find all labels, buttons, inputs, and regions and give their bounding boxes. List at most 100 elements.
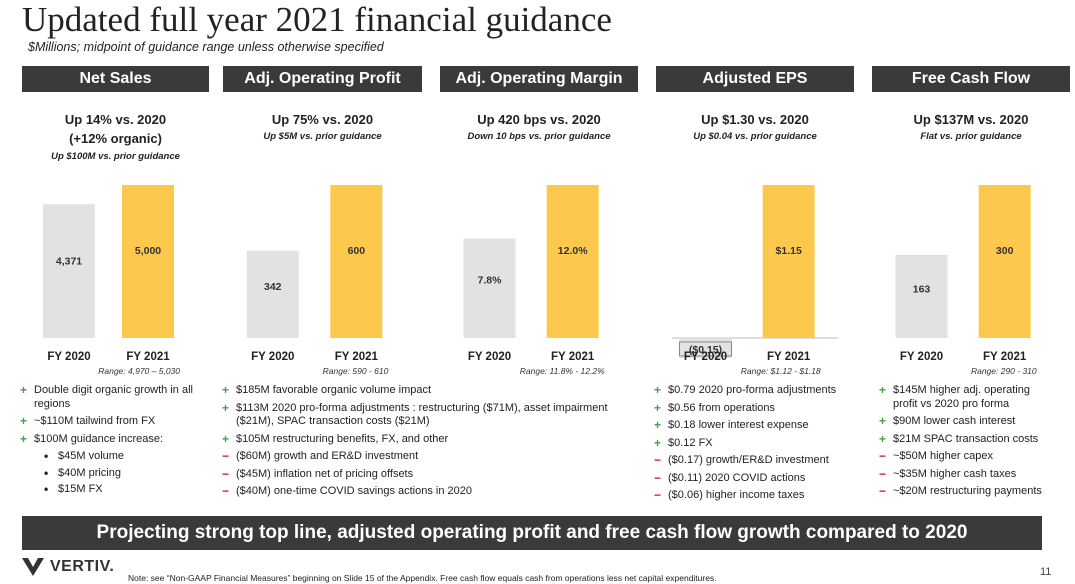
column-header: Adjusted EPS: [656, 66, 854, 92]
headline-text: Up 420 bps vs. 2020: [477, 112, 601, 127]
bullet-list: + $185M favorable organic volume impact + $…: [222, 383, 632, 503]
plus-icon: +: [654, 435, 662, 450]
bullet-item: • $40M pricing: [20, 465, 210, 481]
data-label: 342: [264, 281, 282, 293]
bullet-item: + $0.79 2020 pro-forma adjustments: [654, 383, 859, 398]
data-label: 300: [996, 245, 1014, 257]
plus-icon: +: [654, 400, 662, 415]
headline-text: Up $1.30 vs. 2020: [701, 112, 809, 127]
bar-fy2021: [978, 185, 1031, 338]
column-header: Adj. Operating Margin: [440, 66, 638, 92]
guidance-range: Range: 290 - 310: [971, 366, 1037, 376]
bar-fy2020: [246, 250, 299, 338]
metric-column-adj-operating-profit: Adj. Operating Profit Up 75% vs. 2020 Up $…: [223, 66, 422, 378]
data-label: 163: [913, 283, 931, 295]
category-label: FY 2020: [900, 351, 943, 363]
minus-icon: −: [879, 466, 887, 481]
prior-guidance-text: Up $5M vs. prior guidance: [263, 131, 382, 142]
prior-guidance-text: Down 10 bps vs. prior guidance: [467, 131, 611, 142]
plus-icon: +: [879, 383, 887, 397]
minus-icon: −: [654, 488, 662, 502]
bullet-dot-icon: •: [44, 482, 49, 496]
minus-icon: −: [222, 484, 230, 498]
bullet-text: $105M restructuring benefits, FX, and ot…: [236, 432, 449, 445]
plus-icon: +: [654, 418, 662, 432]
bullet-text: ~$110M tailwind from FX: [34, 415, 156, 427]
category-label: FY 2020: [468, 351, 511, 363]
plus-icon: +: [20, 383, 28, 397]
bullet-text: Double digit organic growth in all regio…: [34, 384, 193, 410]
bullet-text: ($45M) inflation net of pricing offsets: [236, 467, 414, 480]
bullet-text: $0.56 from operations: [668, 401, 776, 414]
bullet-item: − ($45M) inflation net of pricing offsets: [222, 466, 632, 482]
metric-column-net-sales: Net Sales Up 14% vs. 2020 (+12% organic) Up…: [22, 66, 209, 378]
bullet-text: $145M higher adj. operating profit vs 20…: [893, 384, 1030, 410]
bullet-item: + $145M higher adj. operating profit vs 2…: [879, 383, 1057, 411]
bullet-item: • $45M volume: [20, 449, 210, 464]
data-label: ($0.15): [689, 344, 722, 356]
category-label: FY 2021: [767, 351, 811, 363]
bullet-item: + $0.56 from operations: [654, 400, 859, 416]
bullet-text: $45M volume: [58, 450, 125, 462]
minus-icon: −: [222, 466, 230, 481]
bullet-item: + $0.12 FX: [654, 435, 859, 451]
data-label: 600: [348, 245, 366, 257]
bullet-item: + $185M favorable organic volume impact: [222, 383, 632, 398]
bullet-text: ($0.17) growth/ER&D investment: [668, 454, 829, 466]
bullet-text: $0.79 2020 pro-forma adjustments: [668, 384, 837, 396]
page-number: 11: [1040, 566, 1052, 578]
plus-icon: +: [222, 431, 230, 446]
minus-icon: −: [879, 449, 887, 463]
data-label: 5,000: [135, 245, 161, 257]
guidance-range: Range: 4,970 – 5,030: [98, 366, 180, 376]
bullet-text: $0.12 FX: [668, 436, 713, 449]
logo-text: VERTIV.: [50, 558, 115, 575]
bullet-text: $15M FX: [58, 483, 103, 495]
plus-icon: +: [879, 431, 887, 446]
column-header: Adj. Operating Profit: [223, 66, 422, 92]
bullet-text: $185M favorable organic volume impact: [236, 384, 432, 396]
headline-text: Up $137M vs. 2020: [913, 112, 1029, 127]
bar-fy2020: [679, 338, 732, 358]
bullet-item: − ($40M) one-time COVID savings actions i…: [222, 484, 632, 499]
bullet-text: $0.18 lower interest expense: [668, 419, 809, 431]
bar-chart: ($0.15)FY 2020 $1.15 FY 2021 Range: $1.12 -…: [672, 185, 838, 376]
vertiv-logo: VERTIV.: [22, 558, 114, 576]
data-label: 7.8%: [478, 274, 503, 286]
prior-guidance-text: Up $100M vs. prior guidance: [51, 151, 180, 162]
footnote: Note: see “Non-GAAP Financial Measures” …: [128, 573, 717, 583]
prior-guidance-text: Up $0.04 vs. prior guidance: [693, 131, 817, 142]
metric-column-free-cash-flow: Free Cash Flow Up $137M vs. 2020 Flat vs. …: [872, 66, 1070, 378]
vertiv-chevron-icon: [22, 558, 44, 576]
negative-value-box: [679, 341, 732, 357]
bullet-text: ~$20M restructuring payments: [893, 485, 1042, 497]
bullet-item: − ($60M) growth and ER&D investment: [222, 449, 632, 464]
column-header: Net Sales: [22, 66, 209, 92]
bullet-item: − ($0.06) higher income taxes: [654, 488, 859, 503]
bullet-list: + $145M higher adj. operating profit vs 2…: [879, 383, 1057, 503]
bullet-text: ($0.11) 2020 COVID actions: [668, 471, 806, 484]
bullet-item: − ~$35M higher cash taxes: [879, 466, 1057, 482]
page-subtitle: $Millions; midpoint of guidance range un…: [28, 40, 384, 54]
category-label: FY 2020: [251, 351, 294, 363]
bullet-item: + $105M restructuring benefits, FX, and o…: [222, 431, 632, 447]
column-header: Free Cash Flow: [872, 66, 1070, 92]
guidance-range: Range: $1.12 - $1.18: [741, 366, 821, 376]
bullet-text: $21M SPAC transaction costs: [893, 432, 1039, 445]
bullet-dot-icon: •: [44, 465, 49, 480]
category-label: FY 2021: [551, 351, 595, 363]
summary-banner: Projecting strong top line, adjusted ope…: [22, 516, 1042, 550]
bar-fy2021: [122, 185, 174, 338]
bullet-text: $40M pricing: [58, 466, 121, 479]
bullet-item: − ~$50M higher capex: [879, 449, 1057, 464]
category-label: FY 2020: [684, 351, 727, 363]
guidance-range: Range: 11.8% - 12.2%: [520, 366, 605, 376]
bullet-item: + $100M guidance increase:: [20, 431, 210, 447]
bullet-text: ($0.06) higher income taxes: [668, 489, 805, 501]
bullet-text: $100M guidance increase:: [34, 432, 164, 445]
bar-fy2020: [43, 204, 95, 338]
plus-icon: +: [20, 431, 28, 446]
bullet-item: + Double digit organic growth in all regi…: [20, 383, 210, 411]
plus-icon: +: [222, 383, 230, 397]
bullet-item: + ~$110M tailwind from FX: [20, 414, 210, 429]
